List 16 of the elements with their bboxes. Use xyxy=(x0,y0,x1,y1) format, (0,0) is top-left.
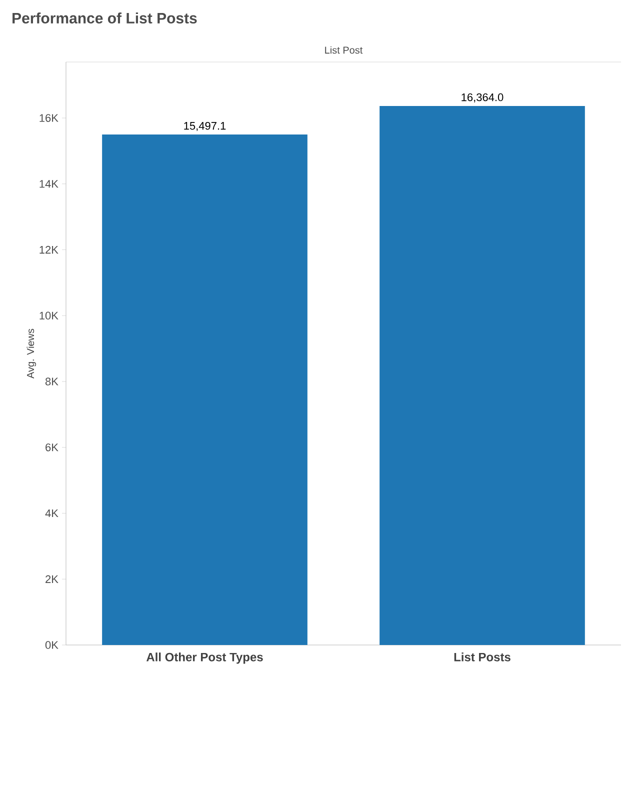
y-tick-label: 16K xyxy=(40,114,58,122)
x-tick-label: All Other Post Types xyxy=(146,652,263,664)
y-tick-label: 4K xyxy=(45,509,58,518)
y-tick-label: 12K xyxy=(40,246,58,254)
chart-subtitle: List Post xyxy=(325,46,363,54)
chart-title: Performance of List Posts xyxy=(12,12,197,24)
y-tick-label: 10K xyxy=(40,312,58,320)
y-tick-label: 6K xyxy=(46,443,58,452)
y-tick-label: 2K xyxy=(46,575,58,583)
x-tick-label: List Posts xyxy=(454,652,510,662)
data-label: 15,497.1 xyxy=(184,122,226,132)
y-axis-title: Avg. Views xyxy=(26,328,36,378)
y-tick-label: 0K xyxy=(45,641,58,649)
data-label: 16,364.0 xyxy=(462,93,504,102)
y-tick-label: 14K xyxy=(40,180,58,188)
y-tick-label: 8K xyxy=(45,378,58,386)
